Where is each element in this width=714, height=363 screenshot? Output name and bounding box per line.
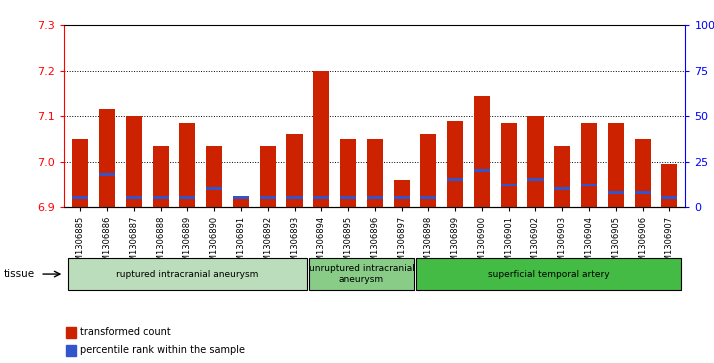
Bar: [447, 121, 463, 207]
Bar: [72, 196, 89, 199]
Bar: [99, 173, 115, 176]
Bar: [72, 139, 89, 207]
Bar: [528, 116, 543, 207]
Text: tissue: tissue: [4, 269, 35, 279]
Bar: [635, 191, 650, 194]
Bar: [474, 169, 490, 172]
Bar: [421, 196, 436, 199]
Bar: [393, 180, 410, 207]
Bar: [66, 345, 76, 356]
Bar: [340, 139, 356, 207]
Bar: [286, 134, 303, 207]
Bar: [313, 196, 329, 199]
Bar: [393, 196, 410, 199]
Bar: [581, 123, 597, 207]
FancyBboxPatch shape: [69, 258, 306, 290]
Bar: [233, 196, 249, 199]
Bar: [99, 109, 115, 207]
FancyBboxPatch shape: [416, 258, 681, 290]
Bar: [286, 196, 303, 199]
Text: ruptured intracranial aneurysm: ruptured intracranial aneurysm: [116, 270, 258, 278]
Bar: [126, 116, 142, 207]
Bar: [206, 187, 222, 190]
Bar: [260, 196, 276, 199]
Text: transformed count: transformed count: [80, 327, 171, 337]
Bar: [340, 196, 356, 199]
Bar: [179, 196, 196, 199]
Bar: [501, 123, 517, 207]
Bar: [313, 71, 329, 207]
Bar: [179, 123, 196, 207]
Bar: [635, 139, 650, 207]
Bar: [367, 196, 383, 199]
Bar: [153, 146, 169, 207]
Text: percentile rank within the sample: percentile rank within the sample: [80, 345, 245, 355]
Bar: [554, 146, 570, 207]
Bar: [608, 191, 624, 194]
Bar: [126, 196, 142, 199]
Bar: [66, 327, 76, 338]
Bar: [421, 134, 436, 207]
Bar: [260, 146, 276, 207]
Bar: [501, 184, 517, 187]
Bar: [608, 123, 624, 207]
Bar: [447, 178, 463, 181]
Bar: [153, 196, 169, 199]
FancyBboxPatch shape: [309, 258, 413, 290]
Bar: [474, 96, 490, 207]
Bar: [554, 187, 570, 190]
Bar: [233, 196, 249, 207]
Bar: [206, 146, 222, 207]
Text: superficial temporal artery: superficial temporal artery: [488, 270, 610, 278]
Bar: [581, 184, 597, 187]
Text: unruptured intracranial
aneurysm: unruptured intracranial aneurysm: [308, 264, 414, 284]
Bar: [661, 164, 678, 207]
Bar: [661, 196, 678, 199]
Bar: [528, 178, 543, 181]
Bar: [367, 139, 383, 207]
